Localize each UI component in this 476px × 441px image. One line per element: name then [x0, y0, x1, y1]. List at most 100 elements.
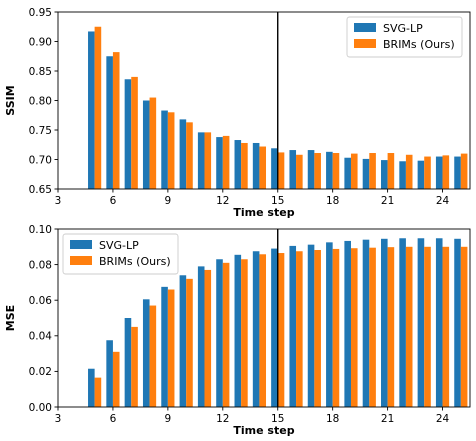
bar-brims-t18: [332, 248, 340, 407]
x-tick-label: 6: [110, 413, 117, 425]
bar-svg-lp-t20: [362, 239, 370, 407]
x-tick-label: 3: [55, 413, 62, 425]
y-tick-label: 0.06: [29, 295, 53, 307]
bar-svg-lp-t9: [161, 110, 168, 189]
bar-svg-lp-t9: [161, 286, 168, 407]
bar-svg-lp-t16: [289, 150, 297, 189]
bar-brims-t12: [222, 262, 230, 407]
bar-svg-lp-t15: [271, 148, 278, 189]
bar-brims-t6: [112, 52, 120, 190]
bar-svg-lp-t16: [289, 245, 297, 407]
x-tick-label: 18: [326, 195, 339, 207]
bar-brims-t23: [424, 246, 431, 407]
bar-svg-lp-t24: [435, 238, 443, 407]
bar-svg-lp-t20: [362, 158, 370, 189]
bar-brims-t15: [277, 253, 285, 407]
bar-brims-t23: [424, 156, 431, 189]
bar-svg-lp-t22: [399, 238, 406, 407]
bar-brims-t16: [296, 154, 303, 189]
bar-brims-t22: [405, 154, 413, 189]
x-axis-label: Time step: [233, 206, 294, 219]
x-tick-label: 24: [436, 195, 450, 207]
y-tick-label: 0.70: [29, 154, 52, 166]
bar-svg-lp-t8: [142, 299, 150, 407]
bar-brims-t16: [296, 251, 303, 407]
bar-brims-t22: [405, 246, 413, 407]
y-tick-label: 0.95: [29, 7, 52, 19]
bar-brims-t9: [167, 289, 175, 407]
bar-svg-lp-t22: [399, 161, 406, 189]
bar-brims-t14: [259, 254, 267, 407]
x-tick-label: 12: [216, 195, 229, 207]
bar-brims-t8: [149, 97, 157, 189]
x-tick-label: 24: [436, 413, 450, 425]
bar-brims-t10: [186, 122, 193, 189]
bar-brims-t24: [442, 155, 450, 189]
x-tick-label: 15: [271, 195, 284, 207]
y-axis-label: MSE: [4, 305, 17, 331]
bar-svg-lp-t6: [106, 340, 113, 407]
y-tick-label: 0.10: [29, 224, 52, 236]
bar-brims-t8: [149, 305, 157, 407]
bar-svg-lp-t8: [142, 100, 150, 189]
bar-brims-t5: [94, 26, 102, 189]
legend-label-svg-lp: SVG-LP: [99, 239, 139, 252]
y-tick-label: 0.85: [29, 66, 52, 78]
bar-svg-lp-t19: [344, 157, 351, 189]
bar-brims-t19: [350, 248, 358, 407]
bar-brims-t15: [277, 152, 285, 189]
bar-svg-lp-t5: [88, 31, 95, 189]
bar-brims-t14: [259, 146, 267, 189]
bar-svg-lp-t13: [234, 140, 242, 189]
legend-swatch-brims: [354, 39, 376, 48]
x-tick-label: 15: [271, 413, 284, 425]
x-tick-label: 9: [165, 413, 172, 425]
bar-svg-lp-t14: [252, 142, 260, 189]
bar-svg-lp-t25: [454, 238, 461, 407]
bar-svg-lp-t12: [216, 259, 223, 407]
bar-brims-t13: [241, 259, 248, 407]
y-tick-label: 0.75: [29, 125, 52, 137]
bar-brims-t21: [387, 247, 395, 407]
legend-swatch-svg-lp: [354, 23, 376, 32]
bar-svg-lp-t12: [216, 137, 223, 189]
bar-brims-t11: [204, 269, 212, 407]
y-tick-label: 0.04: [29, 331, 53, 343]
bar-svg-lp-t17: [307, 150, 315, 189]
x-tick-label: 21: [381, 195, 394, 207]
bar-svg-lp-t10: [179, 119, 187, 189]
bar-brims-t10: [186, 278, 193, 407]
bar-brims-t20: [369, 153, 376, 189]
bar-svg-lp-t24: [435, 156, 443, 189]
legend-swatch-svg-lp: [70, 240, 92, 249]
bar-brims-t18: [332, 153, 340, 189]
subplot-2: 3 6 9 12 15 18 21 24 0.00 0.02 0.04 0.06 0.08 0.10 Tim…: [4, 224, 471, 437]
y-tick-label: 0.02: [29, 366, 52, 378]
legend-label-brims: BRIMs (Ours): [99, 255, 171, 268]
bar-svg-lp-t21: [381, 160, 388, 189]
bar-svg-lp-t21: [381, 238, 388, 407]
subplot-1: 3 6 9 12 15 18 21 24 0.65 0.70 0.75 0.80 0.85 0.90 0.9…: [4, 7, 471, 219]
legend-label-svg-lp: SVG-LP: [383, 22, 423, 35]
bar-svg-lp-t11: [197, 132, 205, 189]
y-tick-label: 0.00: [29, 402, 52, 414]
bar-svg-lp-t19: [344, 240, 351, 407]
bar-svg-lp-t11: [197, 266, 205, 407]
bar-svg-lp-t13: [234, 254, 242, 407]
bar-brims-t25: [460, 153, 468, 189]
x-tick-label: 6: [110, 195, 117, 207]
bar-svg-lp-t25: [454, 156, 461, 189]
bar-svg-lp-t18: [326, 151, 333, 189]
bar-svg-lp-t23: [417, 160, 425, 189]
bar-brims-t25: [460, 246, 468, 407]
bar-brims-t12: [222, 135, 230, 189]
y-axis-label: SSIM: [4, 85, 17, 115]
bar-brims-t24: [442, 246, 450, 407]
bar-brims-t9: [167, 112, 175, 189]
bar-svg-lp-t7: [124, 318, 132, 407]
bar-svg-lp-t5: [88, 368, 95, 407]
x-tick-label: 9: [165, 195, 172, 207]
bar-brims-t20: [369, 247, 376, 407]
bar-svg-lp-t15: [271, 248, 278, 407]
bar-brims-t17: [314, 153, 321, 189]
